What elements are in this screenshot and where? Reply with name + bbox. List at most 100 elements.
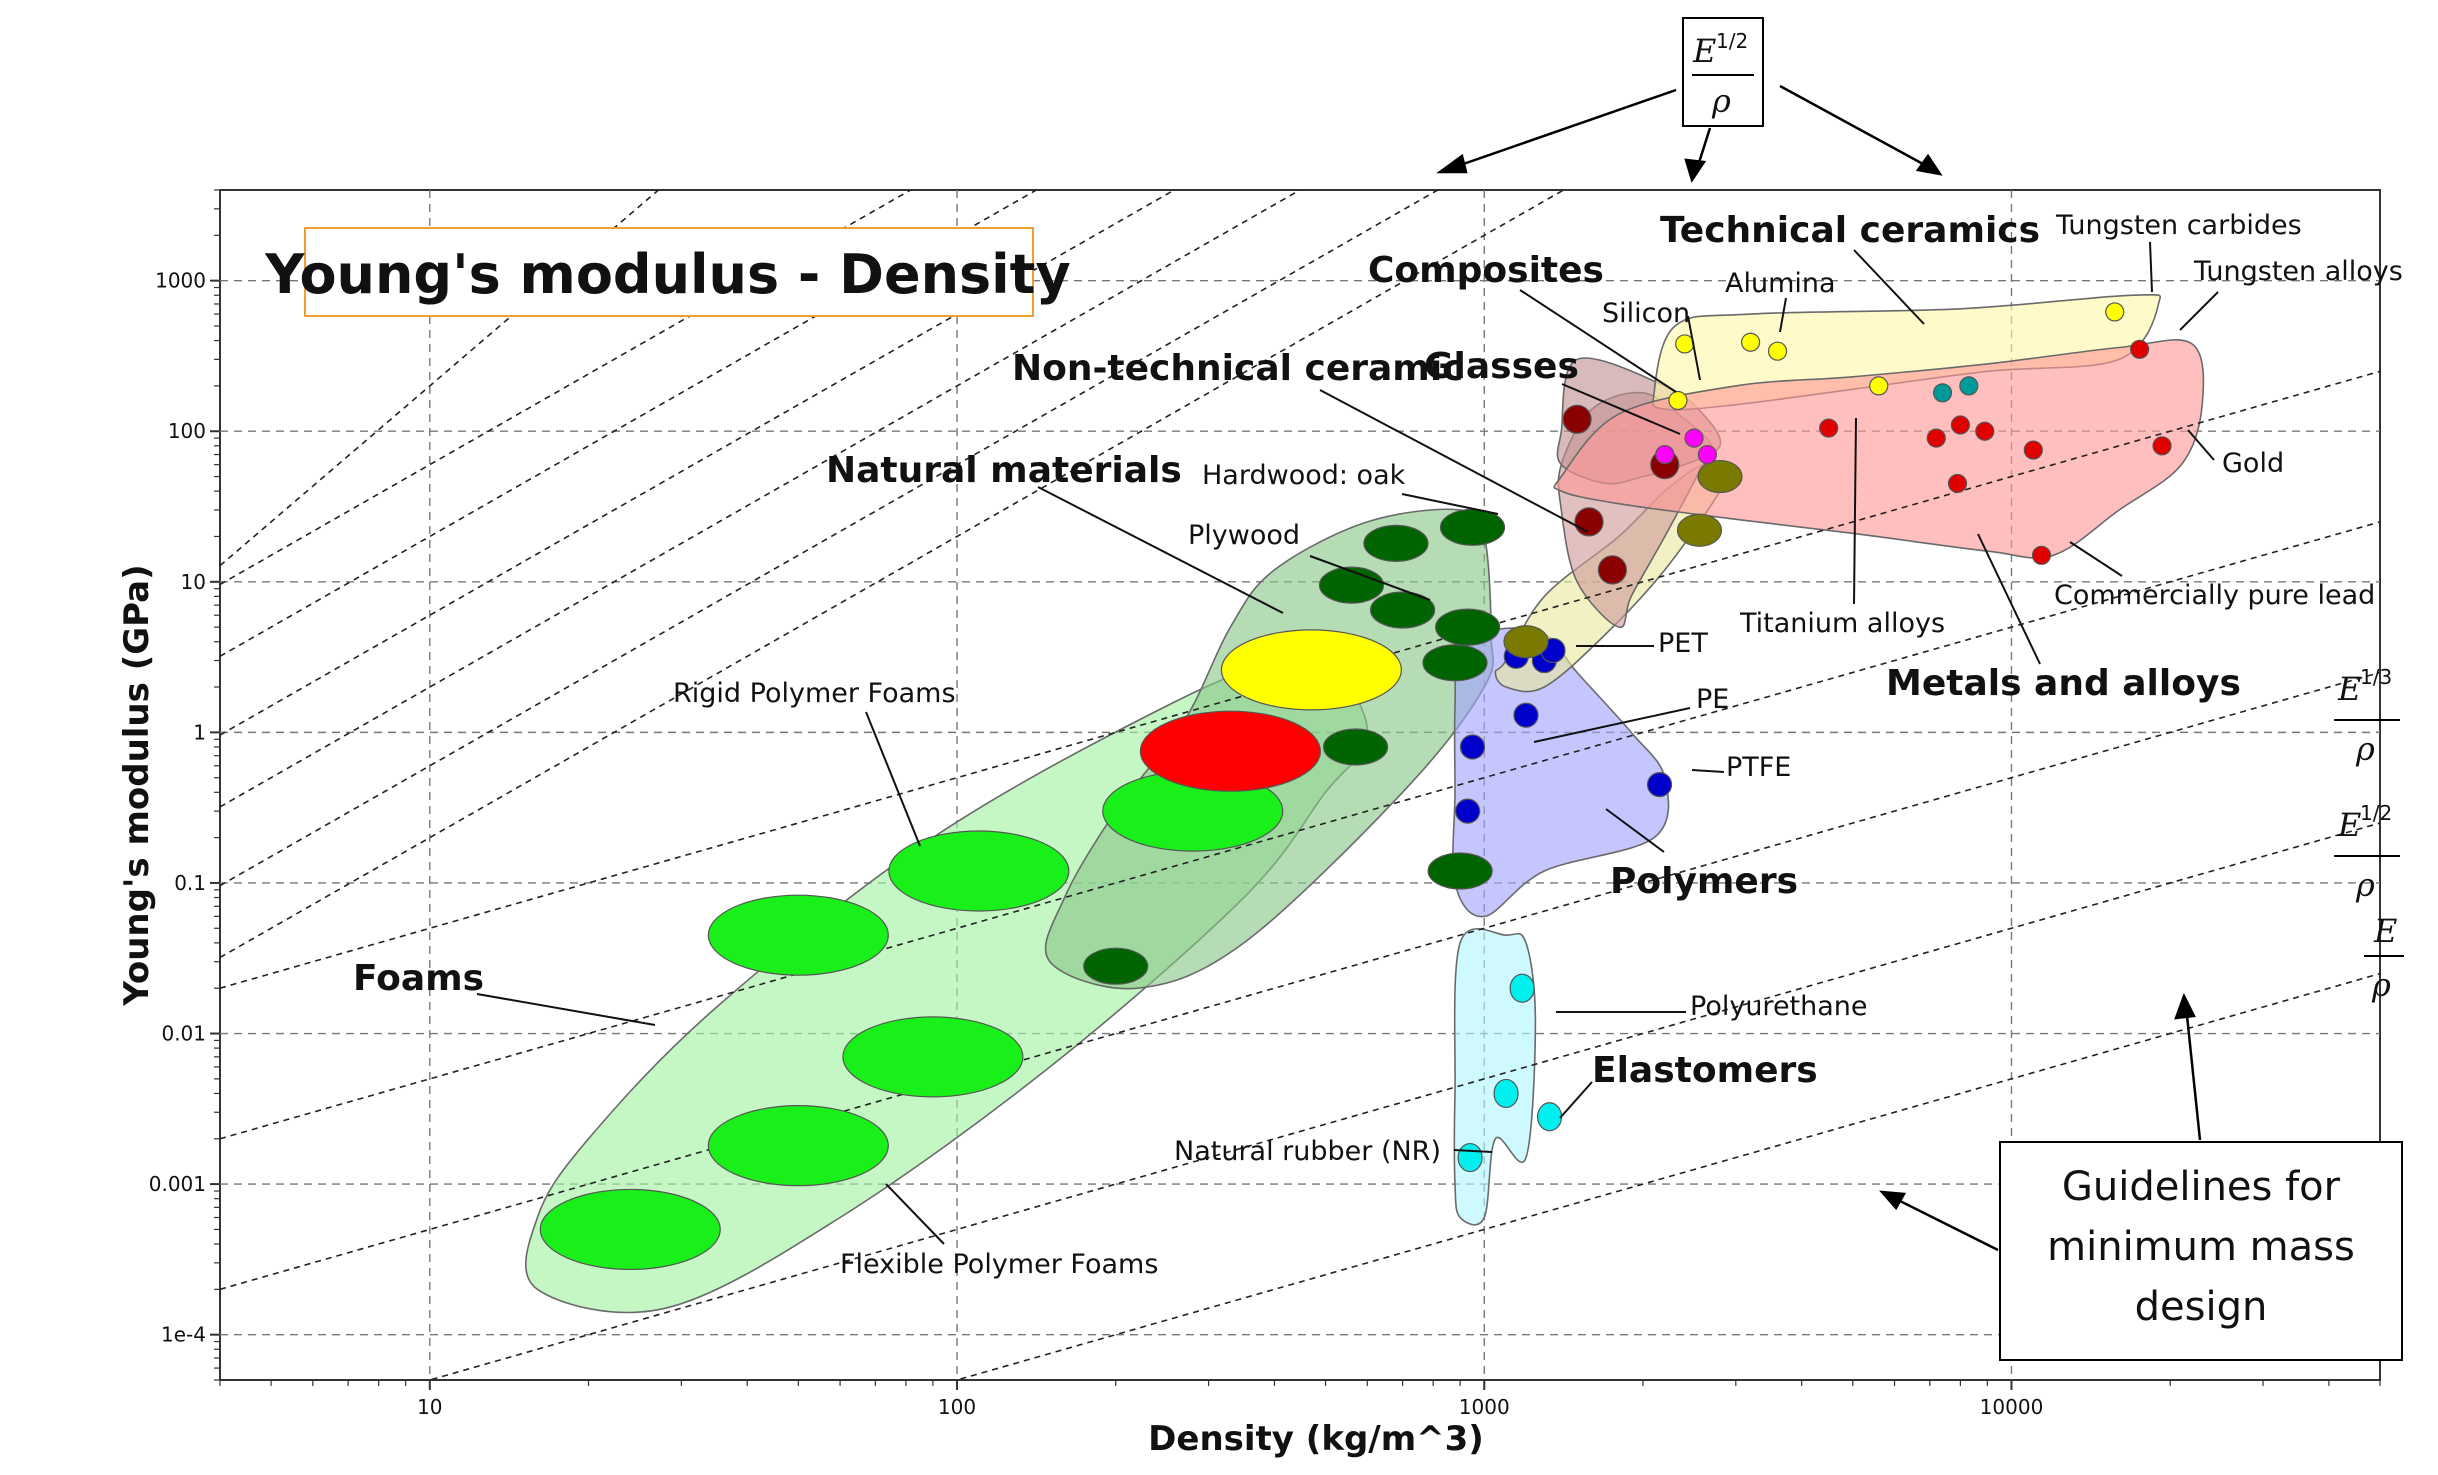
leader-tungsten-alloys (2179, 291, 2219, 331)
bubble-polymers-20 (1513, 702, 1539, 728)
arrowhead-top-right (1915, 153, 1943, 176)
label-polymers: Polymers (1610, 861, 1798, 902)
leader-lines (476, 241, 2219, 1245)
y-tick-label-4: 1 (193, 720, 206, 744)
bubble-composites-31 (1574, 507, 1604, 537)
guidelines-line-2: minimum mass (2047, 1224, 2355, 1270)
label-tungsten-carbides: Tungsten carbides (2055, 210, 2302, 241)
material-bubbles (539, 302, 2172, 1271)
bubble-metals-and-alloys-47 (1975, 421, 1995, 441)
label-non-technical-ceramic: Non-technical ceramic (1012, 348, 1464, 389)
bubble-technical-ceramics-43 (2105, 302, 2125, 322)
guideline-e-rho-0 (954, 972, 2380, 1380)
bubble-natural-materials-13 (1318, 566, 1385, 604)
leader-lead (2069, 541, 2123, 577)
guideline-e-rho-3 (220, 521, 2380, 1140)
right-formula-half-exp: 1/2 (2360, 801, 2392, 825)
bubble-composites-32 (1562, 404, 1592, 434)
guidelines-line-1: Guidelines for (2062, 1164, 2341, 1210)
right-formula-third-exp: 1/3 (2360, 665, 2392, 689)
y-tick-label-6: 100 (168, 419, 206, 443)
axis-ticks: 10 100 1000 10000 1e-4 0.001 0.01 0.1 1 10 100 1000 (149, 189, 2381, 1419)
right-formula-e: E (2373, 912, 2397, 950)
bubble-natural-materials-11 (1422, 644, 1488, 682)
bubble-glasses-37 (1697, 444, 1718, 465)
label-gold: Gold (2222, 448, 2284, 479)
label-natural-rubber: Natural rubber (NR) (1174, 1136, 1441, 1167)
label-technical-ceramics: Technical ceramics (1660, 210, 2040, 251)
guideline-e-1-2-rho-1 (220, 190, 1440, 887)
bubble-natural-materials-15 (1439, 508, 1506, 546)
bubble-natural-materials-16 (1435, 608, 1501, 646)
bubble-natural-materials-10 (1322, 728, 1389, 766)
bubble-metals-and-alloys-54 (1959, 376, 1979, 396)
leader-pe (1533, 707, 1691, 743)
arrowhead-top-mid (1684, 158, 1707, 183)
label-silicon: Silicon (1602, 298, 1690, 329)
label-plywood: Plywood (1188, 520, 1300, 551)
bubble-technical-ceramics-42 (1869, 376, 1889, 396)
right-formula-half-e: E (2337, 806, 2361, 844)
bubble-foams-1 (707, 1105, 889, 1187)
bubble-glasses-36 (1684, 428, 1704, 448)
leader-tungsten-carbides (2149, 241, 2153, 293)
y-tick-label-2: 0.01 (161, 1022, 206, 1046)
arrows (1436, 84, 2202, 1252)
guideline-e-rho-2 (220, 671, 2380, 1291)
bubble-non-technical-ceramic-28 (1503, 625, 1549, 659)
bubble-metals-and-alloys-48 (1947, 473, 1968, 494)
label-flexible-polymer-foams: Flexible Polymer Foams (840, 1249, 1158, 1280)
bubble-elastomers-26 (1457, 1142, 1483, 1173)
guideline-e-1-2-rho-0 (220, 190, 1566, 959)
bubble-foams-4 (888, 830, 1070, 912)
bubble-polymers-23 (1455, 798, 1481, 824)
arrow-guide-left (1889, 1194, 1999, 1252)
label-titanium-alloys: Titanium alloys (1739, 608, 1945, 639)
bubble-metals-and-alloys-50 (2130, 339, 2150, 359)
label-foams: Foams (353, 958, 484, 999)
bubble-metals-and-alloys-53 (1932, 383, 1953, 403)
right-formula-e-rho: ρ (2371, 966, 2391, 1004)
bubble-natural-materials-12 (1369, 591, 1436, 629)
y-tick-label-0: 1e-4 (161, 1323, 206, 1347)
leader-techceramics (1853, 249, 1925, 325)
label-hardwood-oak: Hardwood: oak (1202, 460, 1406, 491)
arrow-top-left (1445, 88, 1677, 172)
arrowhead-top-left (1436, 153, 1468, 174)
bubble-metals-and-alloys-46 (1950, 415, 1970, 435)
bubble-foams-6 (1139, 710, 1322, 792)
bubble-metals-and-alloys-51 (2152, 436, 2172, 456)
label-alumina: Alumina (1725, 268, 1836, 299)
right-formula-third-rho: ρ (2355, 730, 2375, 768)
bubble-foams-7 (1220, 629, 1402, 711)
x-tick-label-0: 10 (417, 1395, 442, 1419)
label-natural-materials: Natural materials (826, 450, 1182, 491)
label-composites: Composites (1368, 250, 1604, 291)
leader-glasses (1561, 383, 1681, 435)
envelope-polymers (1452, 627, 1670, 918)
y-tick-label-3: 0.1 (174, 871, 206, 895)
leader-plywood (1309, 555, 1431, 601)
bubble-foams-0 (539, 1188, 721, 1271)
bubble-polymers-21 (1459, 734, 1486, 760)
bubble-metals-and-alloys-45 (1926, 428, 1946, 448)
label-glasses: Glasses (1424, 346, 1579, 387)
bubble-glasses-35 (1655, 444, 1675, 465)
label-ptfe: PTFE (1726, 752, 1791, 783)
leader-metals (1977, 533, 2041, 665)
guidelines-line-3: design (2135, 1284, 2268, 1330)
leader-ptfe (1691, 769, 1725, 773)
label-tungsten-alloys: Tungsten alloys (2193, 256, 2403, 287)
y-tick-label-7: 1000 (155, 269, 206, 293)
bubble-natural-materials-9 (1427, 852, 1493, 890)
envelope-metals-and-alloys (1553, 339, 2205, 559)
right-formula-half-rho: ρ (2355, 866, 2375, 904)
leader-flexible (885, 1183, 945, 1245)
chart-title-box (304, 227, 1034, 317)
leader-elastomers (1559, 1081, 1593, 1119)
label-metals-and-alloys: Metals and alloys (1886, 663, 2241, 704)
y-tick-label-5: 10 (181, 570, 206, 594)
label-rigid-polymer-foams: Rigid Polymer Foams (673, 678, 956, 709)
label-elastomers: Elastomers (1592, 1050, 1818, 1091)
x-axis-title: Density (kg/m^3) (1148, 1419, 1484, 1459)
